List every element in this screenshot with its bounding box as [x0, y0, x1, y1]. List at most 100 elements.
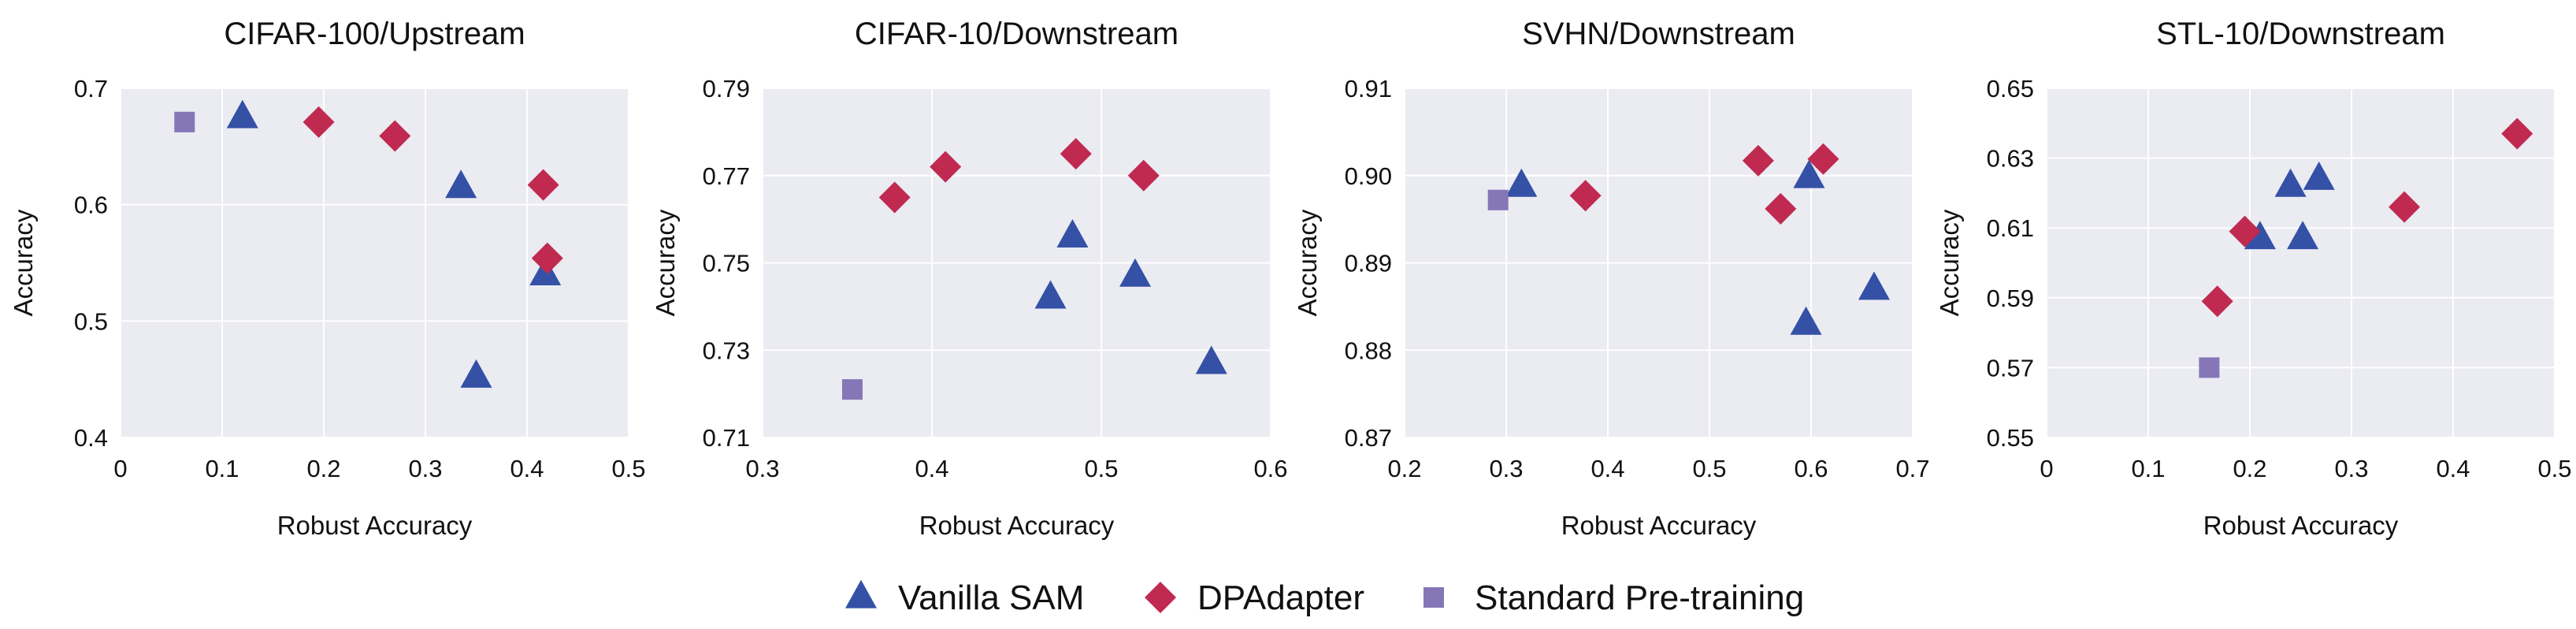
- panel-title: CIFAR-100/Upstream: [224, 17, 525, 51]
- x-axis-label: Robust Accuracy: [277, 511, 473, 540]
- point-dpadapter: [531, 242, 563, 274]
- point-dpadapter: [2389, 191, 2421, 223]
- y-tick-label: 0.89: [1345, 250, 1392, 277]
- x-tick-label: 0.3: [408, 455, 442, 482]
- point-dpadapter: [1807, 143, 1839, 175]
- y-tick-label: 0.77: [703, 162, 750, 190]
- y-tick-label: 0.73: [703, 337, 750, 364]
- y-axis-label: Accuracy: [1293, 209, 1322, 316]
- y-tick-label: 0.4: [74, 424, 108, 452]
- y-tick-label: 0.59: [1987, 285, 2034, 312]
- panel-svhn-downstream: 0.2 0.3 0.4 0.5 0.6 0.7 0.87 0.88 0.89 0.90 0.91 SV…: [1293, 17, 1930, 540]
- point-vanilla-sam: [1195, 345, 1227, 374]
- point-vanilla-sam: [1793, 159, 1825, 188]
- point-standard-pre-training: [1487, 189, 1509, 210]
- point-vanilla-sam: [1119, 258, 1151, 287]
- x-tick-label: 0.5: [611, 455, 645, 482]
- x-axis-label: Robust Accuracy: [919, 511, 1115, 540]
- legend-marker-triangle: [845, 579, 877, 609]
- legend-item-standard-pre-training: Standard Pre-training: [1423, 579, 1804, 617]
- point-dpadapter: [1060, 138, 1092, 170]
- point-vanilla-sam: [445, 169, 477, 199]
- y-tick-label: 0.61: [1987, 214, 2034, 242]
- legend-item-vanilla-sam: Vanilla SAM: [845, 579, 1084, 617]
- y-tick-label: 0.71: [703, 424, 750, 452]
- x-tick-label: 0.5: [1084, 455, 1118, 482]
- y-tick-label: 0.90: [1345, 162, 1392, 190]
- legend-label: DPAdapter: [1197, 579, 1364, 617]
- point-standard-pre-training: [174, 111, 195, 132]
- point-dpadapter: [1127, 159, 1160, 192]
- point-vanilla-sam: [1858, 271, 1890, 300]
- point-dpadapter: [878, 181, 911, 214]
- point-vanilla-sam: [226, 99, 258, 128]
- y-axis-label: Accuracy: [1935, 209, 1964, 316]
- x-tick-label: 0: [113, 455, 127, 482]
- x-tick-label: 0.6: [1253, 455, 1287, 482]
- point-dpadapter: [303, 106, 335, 138]
- point-vanilla-sam: [2274, 168, 2307, 197]
- y-tick-label: 0.91: [1345, 75, 1392, 102]
- point-dpadapter: [930, 151, 962, 183]
- x-tick-label: 0.4: [510, 455, 544, 482]
- point-vanilla-sam: [460, 359, 492, 388]
- x-tick-label: 0.7: [1895, 455, 1929, 482]
- point-standard-pre-training: [2199, 357, 2220, 378]
- plot-area: [2047, 88, 2555, 437]
- y-tick-label: 0.75: [703, 250, 750, 277]
- x-tick-label: 0.2: [1387, 455, 1421, 482]
- point-dpadapter: [379, 120, 411, 152]
- x-tick-label: 0.6: [1794, 455, 1828, 482]
- x-tick-label: 0: [2040, 455, 2053, 482]
- x-tick-label: 0.3: [745, 455, 779, 482]
- y-tick-label: 0.88: [1345, 337, 1392, 364]
- point-dpadapter: [2501, 117, 2533, 150]
- panel-cifar-100-upstream: 0 0.1 0.2 0.3 0.4 0.5 0.4 0.5 0.6 0.7 CIFAR-100/Up…: [9, 17, 646, 540]
- y-tick-label: 0.79: [703, 75, 750, 102]
- y-axis-label: Accuracy: [9, 209, 38, 316]
- y-tick-label: 0.5: [74, 307, 108, 335]
- legend-item-dpadapter: DPAdapter: [1145, 579, 1364, 617]
- point-vanilla-sam: [2303, 161, 2335, 190]
- point-vanilla-sam: [1034, 280, 1067, 309]
- legend-label: Standard Pre-training: [1475, 579, 1804, 617]
- point-dpadapter: [2201, 285, 2233, 318]
- point-vanilla-sam: [1790, 306, 1822, 335]
- x-tick-label: 0.1: [2131, 455, 2165, 482]
- legend-marker-diamond: [1145, 582, 1176, 613]
- panel-stl-10-downstream: 0 0.1 0.2 0.3 0.4 0.5 0.55 0.57 0.59 0.61 0.63 0.65…: [1935, 17, 2572, 540]
- point-vanilla-sam: [1056, 218, 1089, 248]
- y-tick-label: 0.7: [74, 75, 108, 102]
- x-axis-label: Robust Accuracy: [2203, 511, 2399, 540]
- point-vanilla-sam: [2287, 221, 2319, 250]
- y-tick-label: 0.63: [1987, 145, 2034, 173]
- panel-cifar-10-downstream: 0.3 0.4 0.5 0.6 0.71 0.73 0.75 0.77 0.79 CIFAR-10…: [651, 17, 1288, 540]
- x-tick-label: 0.3: [2334, 455, 2368, 482]
- y-tick-label: 0.65: [1987, 75, 2034, 102]
- y-tick-label: 0.57: [1987, 354, 2034, 381]
- x-tick-label: 0.4: [2436, 455, 2470, 482]
- point-dpadapter: [1742, 144, 1774, 177]
- y-tick-label: 0.87: [1345, 424, 1392, 452]
- y-tick-label: 0.55: [1987, 424, 2034, 452]
- panels-group: 0 0.1 0.2 0.3 0.4 0.5 0.4 0.5 0.6 0.7 CIFAR-100/Up…: [9, 17, 2572, 540]
- panel-title: CIFAR-10/Downstream: [855, 17, 1179, 51]
- x-tick-label: 0.5: [1692, 455, 1726, 482]
- legend-label: Vanilla SAM: [898, 579, 1084, 617]
- legend-marker-square: [1423, 587, 1444, 608]
- point-vanilla-sam: [1505, 168, 1538, 197]
- panel-title: SVHN/Downstream: [1522, 17, 1795, 51]
- point-dpadapter: [1765, 192, 1797, 225]
- x-tick-label: 0.4: [1591, 455, 1624, 482]
- point-dpadapter: [2229, 215, 2261, 248]
- legend: Vanilla SAM DPAdapter Standard Pre-trainin…: [845, 579, 1804, 617]
- x-tick-label: 0.1: [205, 455, 239, 482]
- panel-title: STL-10/Downstream: [2156, 17, 2445, 51]
- x-tick-label: 0.4: [915, 455, 948, 482]
- point-dpadapter: [1569, 180, 1602, 212]
- y-tick-label: 0.6: [74, 192, 108, 219]
- x-axis-label: Robust Accuracy: [1561, 511, 1757, 540]
- point-vanilla-sam: [2244, 221, 2276, 250]
- x-tick-label: 0.3: [1489, 455, 1523, 482]
- point-dpadapter: [527, 169, 559, 201]
